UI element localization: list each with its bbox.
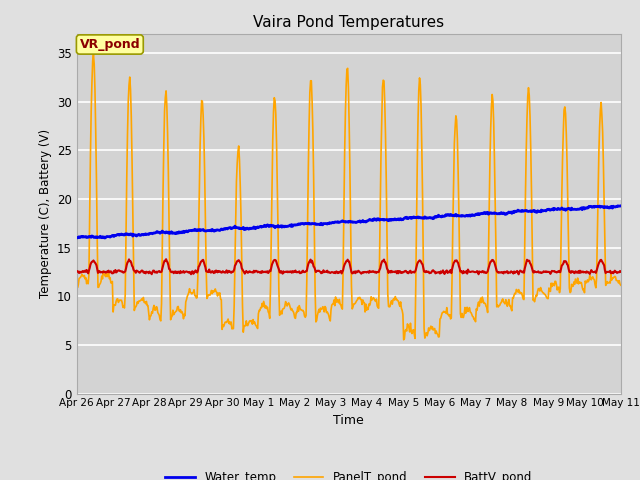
Title: Vaira Pond Temperatures: Vaira Pond Temperatures [253, 15, 444, 30]
Y-axis label: Temperature (C), Battery (V): Temperature (C), Battery (V) [38, 129, 51, 298]
Legend: Water_temp, PanelT_pond, BattV_pond: Water_temp, PanelT_pond, BattV_pond [161, 466, 537, 480]
Text: VR_pond: VR_pond [79, 38, 140, 51]
X-axis label: Time: Time [333, 414, 364, 427]
